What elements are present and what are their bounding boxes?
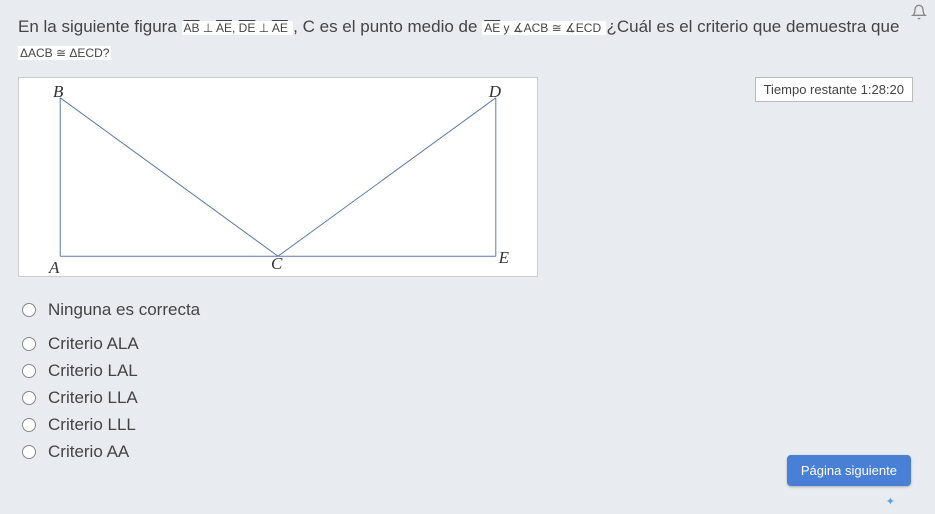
options-list: Ninguna es correcta Criterio ALA Criteri… [0,300,935,462]
math-expr-2: AE y ∡ACB ≅ ∡ECD [482,21,606,35]
label-a: A [49,258,59,278]
q-line2: ΔACB ≅ ΔECD? [18,46,111,60]
option-label: Ninguna es correcta [48,300,200,320]
bell-icon [911,4,927,25]
radio-icon [22,337,36,351]
option-label: Criterio LLL [48,415,136,435]
q-part3: ¿Cuál es el criterio que demuestra que [606,17,899,36]
option-ala[interactable]: Criterio ALA [22,334,913,354]
q-part1: En la siguiente figura [18,17,182,36]
math-expr-1: AB ⊥ AE, DE ⊥ AE [182,21,294,35]
radio-icon [22,303,36,317]
radio-icon [22,418,36,432]
option-lll[interactable]: Criterio LLL [22,415,913,435]
geometry-figure: A B C D E [18,77,538,277]
option-label: Criterio LLA [48,388,138,408]
figure-container: A B C D E [18,77,538,293]
option-aa[interactable]: Criterio AA [22,442,913,462]
label-e: E [499,248,509,268]
radio-icon [22,391,36,405]
next-page-button[interactable]: Página siguiente [787,455,911,486]
radio-icon [22,445,36,459]
label-d: D [489,82,501,102]
q-part2: , C es el punto medio de [293,17,482,36]
option-label: Criterio AA [48,442,129,462]
option-lla[interactable]: Criterio LLA [22,388,913,408]
radio-icon [22,364,36,378]
label-c: C [271,254,282,274]
option-label: Criterio ALA [48,334,139,354]
figure-svg [19,78,537,276]
option-ninguna[interactable]: Ninguna es correcta [22,300,913,320]
decorative-icon: ✦ [886,495,895,508]
option-lal[interactable]: Criterio LAL [22,361,913,381]
option-label: Criterio LAL [48,361,138,381]
label-b: B [53,82,63,102]
timer-badge: Tiempo restante 1:28:20 [755,77,913,102]
question-text: En la siguiente figura AB ⊥ AE, DE ⊥ AE … [0,0,935,71]
